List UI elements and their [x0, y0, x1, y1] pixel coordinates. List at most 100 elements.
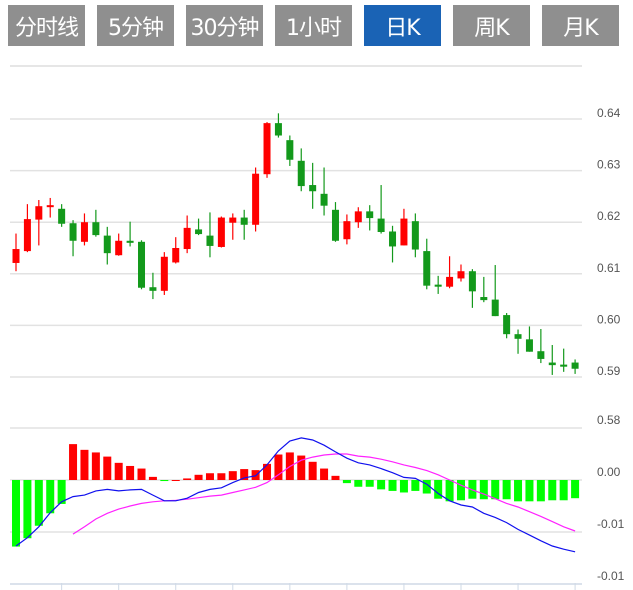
macd-bar [263, 463, 272, 480]
macd-grid: 0.58 0.00 -0.01 -0.01 [10, 413, 625, 590]
candle [206, 212, 214, 258]
tab-timeshare[interactable]: 分时线 [8, 5, 85, 46]
macd-bar [228, 471, 237, 480]
macd-histogram [12, 444, 580, 547]
candle [503, 313, 511, 339]
macd-bar [320, 468, 329, 480]
candle [92, 209, 100, 237]
candle-body [480, 297, 488, 301]
candle [331, 202, 339, 242]
candle-body [58, 208, 66, 224]
macd-bar [445, 480, 454, 502]
candle-body [229, 217, 237, 223]
price-axis-label: 0.61 [597, 261, 621, 275]
macd-bar [57, 480, 66, 504]
candle [138, 240, 146, 290]
macd-bar [571, 480, 580, 499]
candle-body [217, 217, 225, 247]
macd-bar [137, 468, 146, 480]
macd-bar [525, 480, 534, 502]
candle [480, 276, 488, 303]
macd-bar [46, 480, 55, 514]
macd-bar [491, 480, 500, 500]
candle-body [491, 299, 499, 317]
candle-body [354, 211, 362, 223]
macd-bar [194, 474, 203, 480]
candle [274, 113, 282, 138]
candle [514, 329, 522, 354]
macd-bar [103, 456, 112, 480]
candle-body [80, 222, 88, 242]
candle-body [434, 284, 442, 287]
macd-bar [559, 480, 568, 501]
candle-body [468, 271, 476, 292]
macd-bar [411, 480, 420, 491]
candle-body [457, 271, 465, 279]
price-grid: 0.64 0.63 0.62 0.61 0.60 0.59 [10, 106, 621, 378]
tab-30min[interactable]: 30分钟 [186, 5, 263, 46]
candle [411, 213, 419, 258]
candle [12, 233, 20, 272]
candle-body [548, 362, 556, 366]
macd-bar [217, 473, 226, 480]
candle-body [172, 248, 180, 263]
price-axis-label: 0.64 [597, 106, 621, 120]
candle [149, 272, 157, 300]
candle-body [446, 276, 454, 287]
macd-bar [12, 480, 20, 547]
macd-axis-label: 0.58 [597, 413, 621, 427]
candle-body [560, 364, 568, 367]
macd-bar [456, 480, 465, 501]
candle [69, 220, 77, 257]
candle-body [525, 339, 533, 352]
candle-body [503, 315, 511, 335]
tab-1hour[interactable]: 1小时 [275, 5, 352, 46]
candle-body [400, 218, 408, 246]
candle-body [126, 240, 134, 243]
tab-monthly-k[interactable]: 月K [542, 5, 619, 46]
macd-bar [548, 480, 557, 501]
candle-body [138, 241, 146, 288]
candle-body [195, 229, 203, 235]
macd-bar [23, 480, 32, 539]
candle [252, 167, 260, 232]
candle [58, 204, 66, 227]
macd-axis-label: 0.00 [597, 465, 621, 479]
candle [229, 213, 237, 240]
macd-bar [126, 465, 135, 480]
tab-daily-k[interactable]: 日K [364, 5, 441, 46]
macd-bar [114, 462, 123, 480]
candle [240, 209, 248, 240]
macd-bar [183, 478, 192, 480]
tab-weekly-k[interactable]: 周K [453, 5, 530, 46]
macd-bar [342, 480, 351, 484]
candle [103, 226, 111, 265]
candle [23, 204, 31, 253]
macd-bar [297, 455, 306, 480]
candle-body [411, 221, 419, 250]
candle-body [103, 235, 111, 254]
candle [195, 218, 203, 236]
macd-bar [536, 480, 545, 502]
candle [400, 208, 408, 246]
candle [537, 329, 545, 364]
candle [366, 205, 374, 231]
tab-5min[interactable]: 5分钟 [97, 5, 174, 46]
candle-body [69, 223, 77, 241]
macd-bar [479, 480, 488, 500]
candle-body [183, 227, 191, 250]
candle [468, 269, 476, 308]
candle [525, 326, 533, 352]
macd-bar [514, 480, 523, 502]
macd-bar [80, 449, 89, 480]
macd-bar [240, 469, 249, 480]
macd-bar [434, 480, 443, 499]
candle [571, 359, 579, 374]
candle-body [331, 209, 339, 241]
candle [263, 122, 271, 178]
macd-bar [274, 454, 283, 480]
candles [12, 113, 579, 375]
macd-bar [331, 475, 340, 480]
candle [126, 221, 134, 247]
